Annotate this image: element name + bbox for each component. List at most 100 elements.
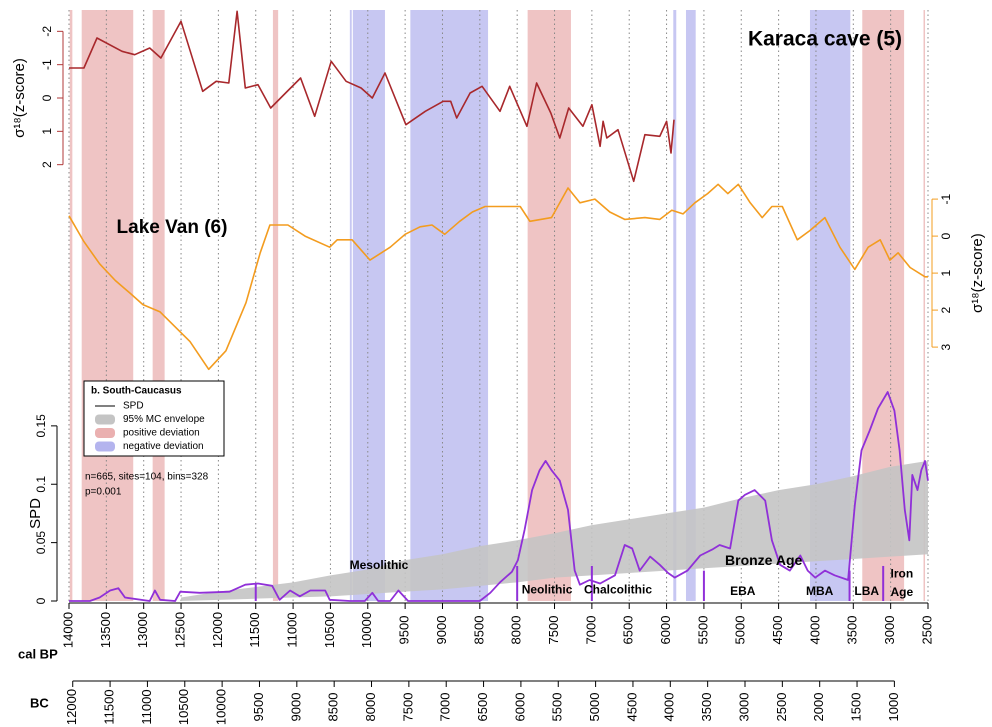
y-tick-label: 3 bbox=[939, 343, 953, 350]
y-tick-label: 1 bbox=[939, 269, 953, 276]
y-tick-label: -1 bbox=[40, 59, 54, 70]
x2-tick-label: 6000 bbox=[512, 693, 527, 722]
y-axis-label: σ¹⁸(z-score) bbox=[969, 233, 986, 313]
y-axis-label: σ¹⁸(z-score) bbox=[11, 58, 28, 138]
x2-tick-label: 7500 bbox=[400, 693, 415, 722]
y-tick-label: 0.05 bbox=[34, 531, 48, 555]
legend-label: positive deviation bbox=[123, 428, 200, 439]
deviation-band bbox=[81, 10, 134, 601]
period-label: Neolithic bbox=[522, 583, 573, 597]
x-tick-label: 11000 bbox=[285, 612, 300, 647]
y-tick-label: 0 bbox=[34, 597, 48, 604]
x-tick-label: 2500 bbox=[919, 616, 934, 645]
x-tick-label: 8000 bbox=[509, 616, 524, 645]
y-tick-label: 0 bbox=[40, 94, 54, 101]
y-tick-label: 0.15 bbox=[34, 414, 48, 438]
deviation-band bbox=[685, 10, 696, 601]
series-line bbox=[69, 391, 929, 602]
series-line bbox=[68, 183, 928, 371]
deviation-band bbox=[272, 10, 279, 601]
y-tick-label: -2 bbox=[40, 26, 54, 37]
x2-tick-label: 2000 bbox=[811, 693, 826, 722]
deviation-band bbox=[69, 10, 73, 601]
series-label: Lake Van (6) bbox=[117, 217, 228, 238]
y-tick-label: 2 bbox=[939, 306, 953, 313]
period-label: Chalcolithic bbox=[584, 583, 652, 597]
x2-tick-label: 3000 bbox=[736, 693, 751, 722]
deviation-band bbox=[527, 10, 571, 601]
y-tick-label: 2 bbox=[40, 161, 54, 168]
legend-swatch bbox=[95, 428, 115, 438]
x-axis-label: cal BP bbox=[18, 646, 58, 661]
x-tick-label: 5000 bbox=[733, 616, 748, 645]
x2-tick-label: 9000 bbox=[288, 693, 303, 722]
x-tick-label: 13000 bbox=[135, 612, 150, 648]
deviation-band bbox=[152, 10, 165, 601]
x2-tick-label: 2500 bbox=[774, 693, 789, 722]
x-tick-label: 6000 bbox=[658, 616, 673, 645]
x2-tick-label: 8500 bbox=[326, 693, 341, 722]
period-label: Iron bbox=[891, 566, 914, 580]
x2-tick-label: 8000 bbox=[363, 693, 378, 722]
stats-text: p=0.001 bbox=[85, 487, 122, 498]
legend: b. South-Caucasus SPD 95% MC envelope posit… bbox=[83, 380, 225, 457]
x-tick-label: 9000 bbox=[434, 616, 449, 645]
deviation-band bbox=[410, 10, 489, 601]
x2-tick-label: 9500 bbox=[251, 693, 266, 722]
legend-title: b. South-Caucasus bbox=[91, 386, 182, 397]
y-tick-label: -1 bbox=[939, 193, 953, 204]
x-tick-label: 4000 bbox=[807, 616, 822, 645]
period-label: Age bbox=[891, 585, 914, 599]
x-tick-label: 3000 bbox=[882, 616, 897, 645]
mc-envelope bbox=[181, 460, 929, 601]
x2-tick-label: 4000 bbox=[662, 693, 677, 722]
legend-label: SPD bbox=[123, 401, 144, 412]
x-tick-label: 6500 bbox=[621, 616, 636, 645]
x2-tick-label: 4500 bbox=[624, 693, 639, 722]
x-tick-label: 13500 bbox=[98, 612, 113, 648]
x-tick-label: 5500 bbox=[695, 616, 710, 645]
x-tick-label: 8500 bbox=[471, 616, 486, 645]
legend-swatch bbox=[95, 441, 115, 452]
x-tick-label: 3500 bbox=[845, 616, 860, 645]
series-label: Karaca cave (5) bbox=[748, 28, 902, 51]
y-tick-label: 0.1 bbox=[34, 476, 48, 493]
period-label: MBA bbox=[806, 584, 834, 598]
x-tick-label: 12500 bbox=[172, 612, 187, 648]
x2-tick-label: 3500 bbox=[699, 693, 714, 722]
stats-text: n=665, sites=104, bins=328 bbox=[85, 472, 209, 483]
x-tick-label: 10000 bbox=[359, 612, 374, 648]
deviation-band bbox=[349, 10, 352, 601]
x2-axis-label: BC bbox=[30, 695, 49, 710]
legend-label: 95% MC envelope bbox=[123, 414, 205, 425]
y-tick-label: 1 bbox=[40, 128, 54, 135]
x-tick-label: 11500 bbox=[247, 612, 262, 647]
y-axis-label: SPD bbox=[27, 498, 44, 529]
x2-tick-label: 11500 bbox=[102, 689, 117, 724]
deviation-band bbox=[673, 10, 677, 601]
x-tick-label: 4500 bbox=[770, 616, 785, 645]
x2-tick-label: 7000 bbox=[438, 693, 453, 722]
x2-tick-label: 12000 bbox=[64, 689, 79, 725]
series-line bbox=[69, 10, 675, 183]
deviation-band bbox=[923, 10, 926, 601]
x-tick-label: 12000 bbox=[210, 612, 225, 648]
x2-tick-label: 5000 bbox=[587, 693, 602, 722]
x-tick-label: 9500 bbox=[397, 616, 412, 645]
x2-tick-label: 11000 bbox=[139, 689, 154, 724]
y-tick-label: 0 bbox=[939, 232, 953, 239]
x-tick-label: 14000 bbox=[60, 612, 75, 648]
period-label: LBA bbox=[854, 584, 879, 598]
deviation-band bbox=[352, 10, 385, 601]
x2-tick-label: 1500 bbox=[848, 693, 863, 722]
x2-tick-label: 10000 bbox=[214, 689, 229, 725]
legend-label: negative deviation bbox=[123, 441, 204, 452]
period-label: Bronze Age bbox=[725, 552, 802, 568]
x2-tick-label: 10500 bbox=[176, 689, 191, 725]
legend-swatch bbox=[95, 414, 115, 425]
x-tick-label: 7000 bbox=[583, 616, 598, 645]
period-label: Mesolithic bbox=[350, 558, 409, 572]
x-tick-label: 7500 bbox=[546, 616, 561, 645]
